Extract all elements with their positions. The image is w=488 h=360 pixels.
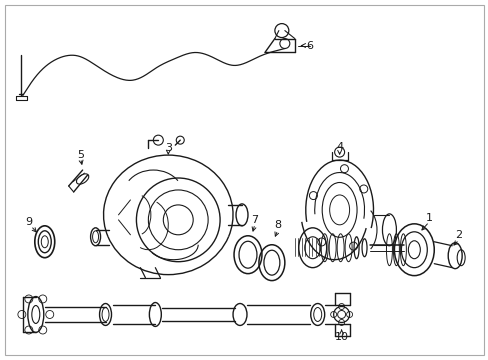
Text: 6: 6 xyxy=(305,41,313,50)
Text: 8: 8 xyxy=(274,220,281,230)
Text: 10: 10 xyxy=(334,332,348,342)
Text: 4: 4 xyxy=(335,142,343,152)
Text: 2: 2 xyxy=(455,230,462,240)
Text: 9: 9 xyxy=(25,217,32,227)
Text: 1: 1 xyxy=(425,213,432,223)
Text: 3: 3 xyxy=(164,143,171,153)
Text: 5: 5 xyxy=(77,150,84,160)
Text: 7: 7 xyxy=(251,215,258,225)
